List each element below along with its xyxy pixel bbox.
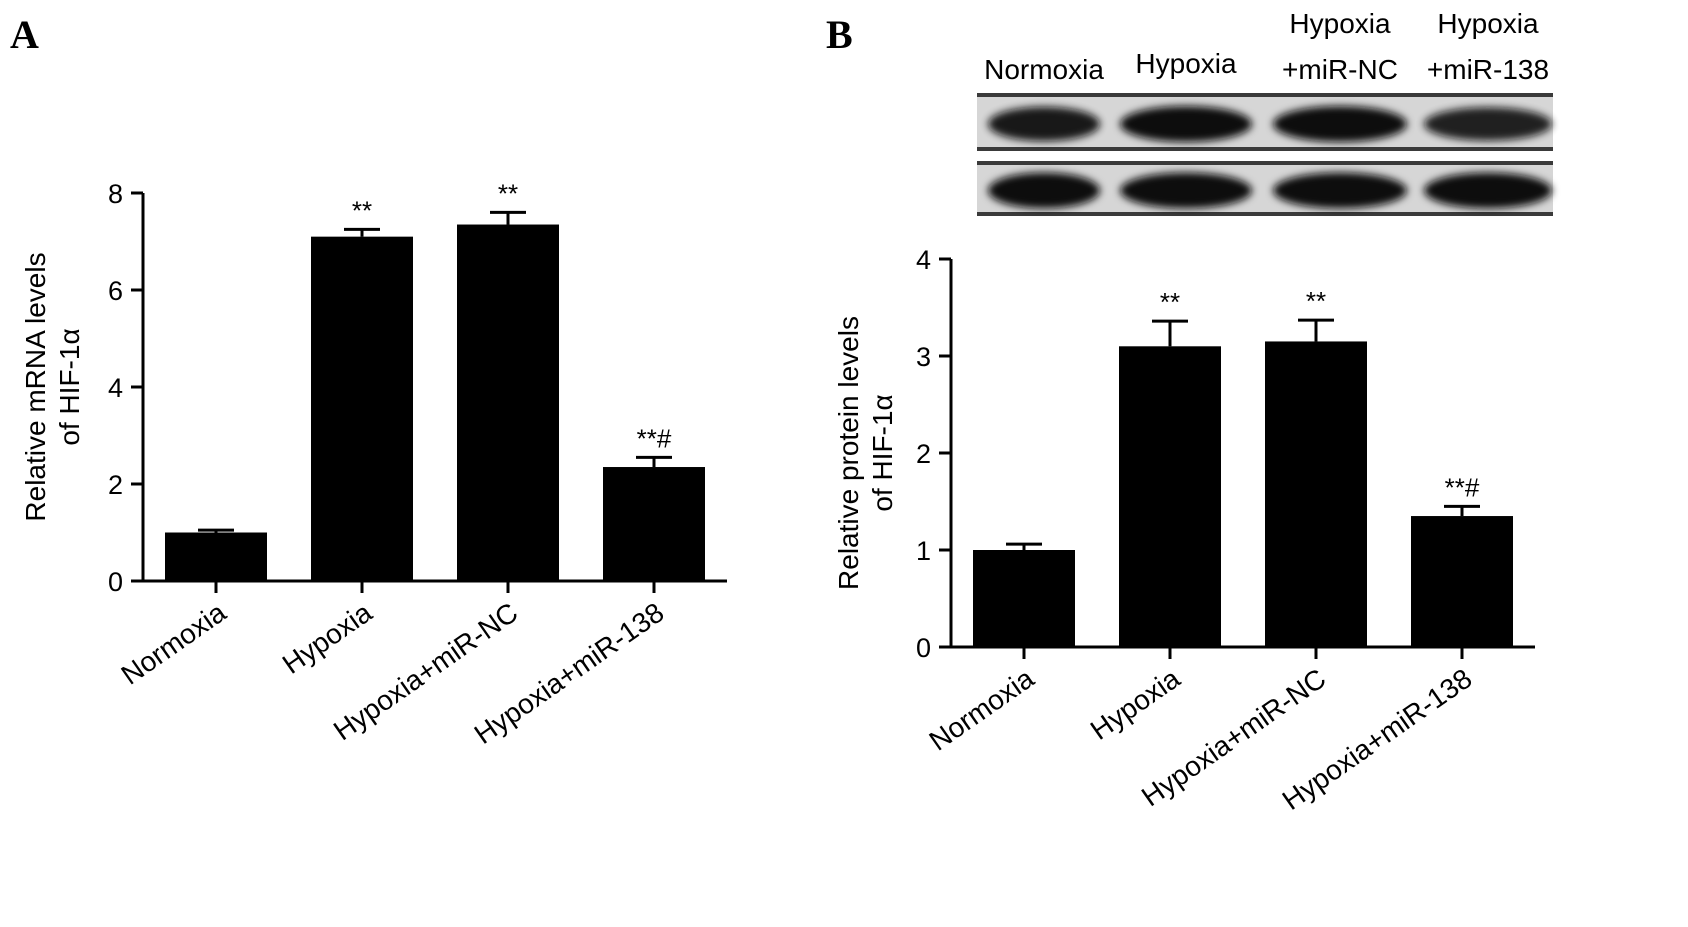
significance-label: ** [1306, 286, 1326, 316]
blot-band [1120, 172, 1252, 209]
bar-hypoxia [311, 236, 413, 581]
x-tick-label: Normoxia [924, 662, 1040, 756]
y-tick-label: 8 [108, 179, 123, 209]
y-axis-label-line: Relative protein levels [833, 316, 864, 590]
y-tick-label: 0 [108, 567, 123, 597]
panel-b-chart: B Normoxia Hypoxia Hypoxia +miR-NC Hypoxia +m… [826, 8, 1553, 816]
bar-hypoxia [1119, 346, 1221, 647]
y-tick-label: 2 [916, 439, 931, 469]
bar-normoxia [165, 532, 267, 581]
panel-a-bars: ** ** **# [165, 178, 705, 581]
significance-label: **# [1445, 472, 1480, 502]
bar-hypoxia-mir-nc [1265, 341, 1367, 647]
panel-a-y-axis-label: Relative mRNA levels of HIF-1α [20, 252, 85, 521]
y-axis-label-line: Relative mRNA levels [20, 252, 51, 521]
panel-b-bars: ** ** **# [973, 286, 1513, 647]
panel-b-letter: B [826, 12, 853, 57]
blot-lane-label: +miR-138 [1427, 54, 1549, 85]
significance-label: ** [1160, 287, 1180, 317]
blot-band [1120, 106, 1252, 142]
blot-band [1273, 106, 1407, 142]
blot-band [988, 172, 1100, 209]
panel-b-y-axis-label: Relative protein levels of HIF-1α [833, 316, 898, 590]
significance-label: **# [637, 423, 672, 453]
western-blot: Normoxia Hypoxia Hypoxia +miR-NC Hypoxia +miR… [977, 8, 1553, 216]
x-tick-label: Normoxia [116, 596, 232, 690]
bar-normoxia [973, 550, 1075, 647]
blot-lane-label: Hypoxia [1289, 8, 1391, 39]
blot-lane-label: Hypoxia [1135, 48, 1237, 79]
significance-label: ** [498, 178, 518, 208]
bar-hypoxia-mir-138 [603, 467, 705, 581]
blot-band [1424, 107, 1552, 141]
blot-strip-edge [977, 147, 1553, 151]
y-axis-label-line: of HIF-1α [54, 328, 85, 445]
y-tick-label: 2 [108, 470, 123, 500]
bar-hypoxia-mir-nc [457, 224, 559, 581]
blot-lane-label: +miR-NC [1282, 54, 1398, 85]
blot-band [1273, 172, 1407, 209]
y-tick-label: 4 [916, 245, 931, 275]
blot-strip-edge [977, 212, 1553, 216]
y-tick-label: 4 [108, 373, 123, 403]
blot-band [988, 106, 1100, 142]
blot-lane-label: Hypoxia [1437, 8, 1539, 39]
panel-a-letter: A [10, 12, 39, 57]
blot-strip-edge [977, 93, 1553, 97]
y-tick-label: 3 [916, 342, 931, 372]
significance-label: ** [352, 195, 372, 225]
blot-strip-edge [977, 161, 1553, 165]
blot-band [1424, 172, 1552, 209]
y-tick-label: 6 [108, 276, 123, 306]
blot-lane-label: Normoxia [984, 54, 1104, 85]
x-tick-label: Hypoxia [1085, 662, 1186, 746]
x-tick-label: Hypoxia [277, 596, 378, 680]
y-tick-label: 0 [916, 633, 931, 663]
y-tick-label: 1 [916, 536, 931, 566]
bar-hypoxia-mir-138 [1411, 516, 1513, 647]
y-axis-label-line: of HIF-1α [867, 394, 898, 511]
